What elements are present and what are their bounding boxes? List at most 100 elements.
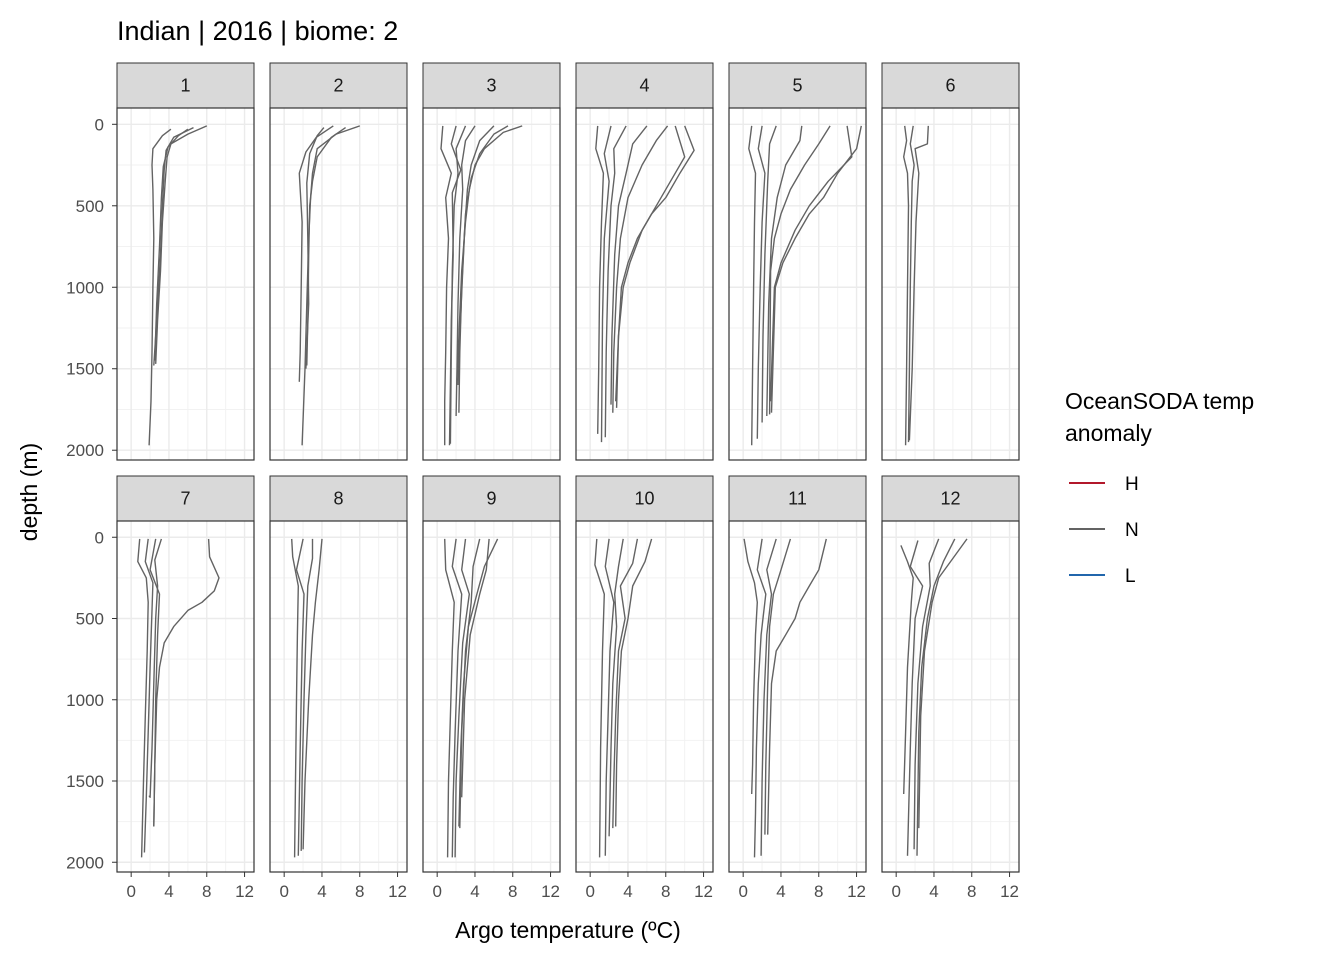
facet-panel-6: 6 — [881, 62, 1020, 461]
legend-title: OceanSODA temp — [1065, 388, 1254, 414]
x-tick-label: 0 — [432, 882, 441, 901]
y-tick-label: 1500 — [66, 772, 104, 791]
profile-line-12-2 — [906, 540, 924, 856]
facet-strip — [728, 62, 867, 109]
profile-line-2-4 — [305, 127, 325, 369]
profile-line-3-7 — [449, 125, 467, 444]
profile-line-12-4 — [916, 538, 956, 856]
facet-panel-8: 8 0 4 8 12 — [269, 475, 408, 901]
profile-line-11-5 — [767, 538, 827, 835]
x-tick-label: 4 — [776, 882, 785, 901]
panel-background — [882, 108, 1019, 460]
x-tick-label: 12 — [541, 882, 560, 901]
x-tick-label: 4 — [470, 882, 479, 901]
facet-panel-2: 2 — [269, 62, 408, 461]
x-tick-label: 0 — [891, 882, 900, 901]
panel-background — [423, 108, 560, 460]
panel-border — [269, 107, 408, 461]
x-tick-label: 4 — [164, 882, 173, 901]
facet-strip-label: 8 — [333, 489, 343, 509]
facet-strip — [269, 62, 408, 109]
x-tick-label: 12 — [1000, 882, 1019, 901]
profile-line-4-7 — [615, 125, 686, 402]
panel-border — [881, 107, 1020, 461]
facet-strip-label: 3 — [486, 76, 496, 96]
profile-line-9-2 — [451, 538, 463, 858]
x-axis-title: Argo temperature (ºC) — [455, 917, 681, 943]
facet-strip-label: 9 — [486, 489, 496, 509]
facet-strip-label: 1 — [180, 76, 190, 96]
panel-background — [270, 521, 407, 872]
facet-strip-label: 7 — [180, 489, 190, 509]
facet-panel-3: 3 — [422, 62, 561, 461]
profile-line-1-3 — [155, 125, 208, 364]
x-tick-label: 4 — [623, 882, 632, 901]
panel-background — [729, 521, 866, 872]
profile-line-7-2 — [143, 538, 154, 853]
y-tick-label: 2000 — [66, 441, 104, 460]
profile-line-10-5 — [615, 538, 653, 827]
panel-background — [423, 521, 560, 872]
x-tick-label: 4 — [317, 882, 326, 901]
panel-background — [882, 521, 1019, 872]
y-tick-label: 500 — [76, 197, 104, 216]
profile-line-4-2 — [600, 125, 612, 443]
legend-title: anomaly — [1065, 420, 1152, 446]
legend: OceanSODA temp anomaly H N L — [1065, 388, 1254, 587]
profile-line-4-1 — [595, 125, 605, 434]
facet-panel-7: 7 0 500 1000 1500 2000 0 4 8 12 — [66, 475, 255, 901]
facet-strip-label: 2 — [333, 76, 343, 96]
profile-line-4-4 — [610, 125, 648, 405]
facet-strip-label: 12 — [940, 489, 960, 509]
profile-line-7-1 — [137, 538, 149, 858]
facet-strip — [881, 62, 1020, 109]
x-tick-label: 12 — [388, 882, 407, 901]
profile-line-11-1 — [743, 538, 758, 795]
facet-panel-9: 9 0 4 8 12 — [422, 475, 561, 901]
profile-line-12-3 — [913, 538, 940, 850]
profile-line-8-1 — [291, 538, 299, 858]
facet-panel-10: 10 0 4 8 12 — [575, 475, 714, 901]
y-axis-title: depth (m) — [16, 443, 42, 541]
profile-line-3-6 — [457, 125, 509, 386]
panel-border — [728, 107, 867, 461]
profile-line-9-3 — [454, 538, 470, 858]
profile-line-4-3 — [604, 125, 627, 438]
profile-line-10-1 — [594, 538, 605, 858]
panel-border — [728, 520, 867, 873]
panel-border — [116, 107, 255, 461]
facet-panel-4: 4 — [575, 62, 714, 461]
chart-title: Indian | 2016 | biome: 2 — [117, 16, 398, 46]
panel-background — [576, 521, 713, 872]
profile-line-10-2 — [604, 538, 615, 856]
y-tick-label: 0 — [95, 115, 104, 134]
profile-line-11-3 — [760, 538, 777, 856]
x-tick-label: 8 — [355, 882, 364, 901]
x-tick-label: 12 — [694, 882, 713, 901]
facet-strip — [881, 475, 1020, 522]
panel-border — [116, 520, 255, 873]
facet-strip-label: 6 — [945, 76, 955, 96]
profile-line-9-5 — [458, 538, 499, 827]
profile-line-8-3 — [300, 538, 314, 851]
facet-strip-label: 11 — [788, 489, 807, 509]
facet-panel-11: 11 0 4 8 12 — [728, 475, 867, 901]
profile-line-3-3 — [455, 125, 476, 417]
facet-strip — [575, 62, 714, 109]
legend-label-H: H — [1125, 474, 1139, 495]
panel-border — [422, 107, 561, 461]
x-tick-label: 12 — [847, 882, 866, 901]
profile-line-2-1 — [298, 125, 334, 382]
panel-border — [881, 520, 1020, 873]
x-tick-label: 8 — [202, 882, 211, 901]
y-tick-label: 1000 — [66, 691, 104, 710]
x-tick-label: 8 — [661, 882, 670, 901]
x-tick-label: 0 — [126, 882, 135, 901]
profile-line-7-5 — [153, 538, 220, 827]
panel-background — [729, 108, 866, 460]
panel-background — [117, 521, 254, 872]
panel-border — [422, 520, 561, 873]
facet-strip-label: 4 — [639, 76, 649, 96]
